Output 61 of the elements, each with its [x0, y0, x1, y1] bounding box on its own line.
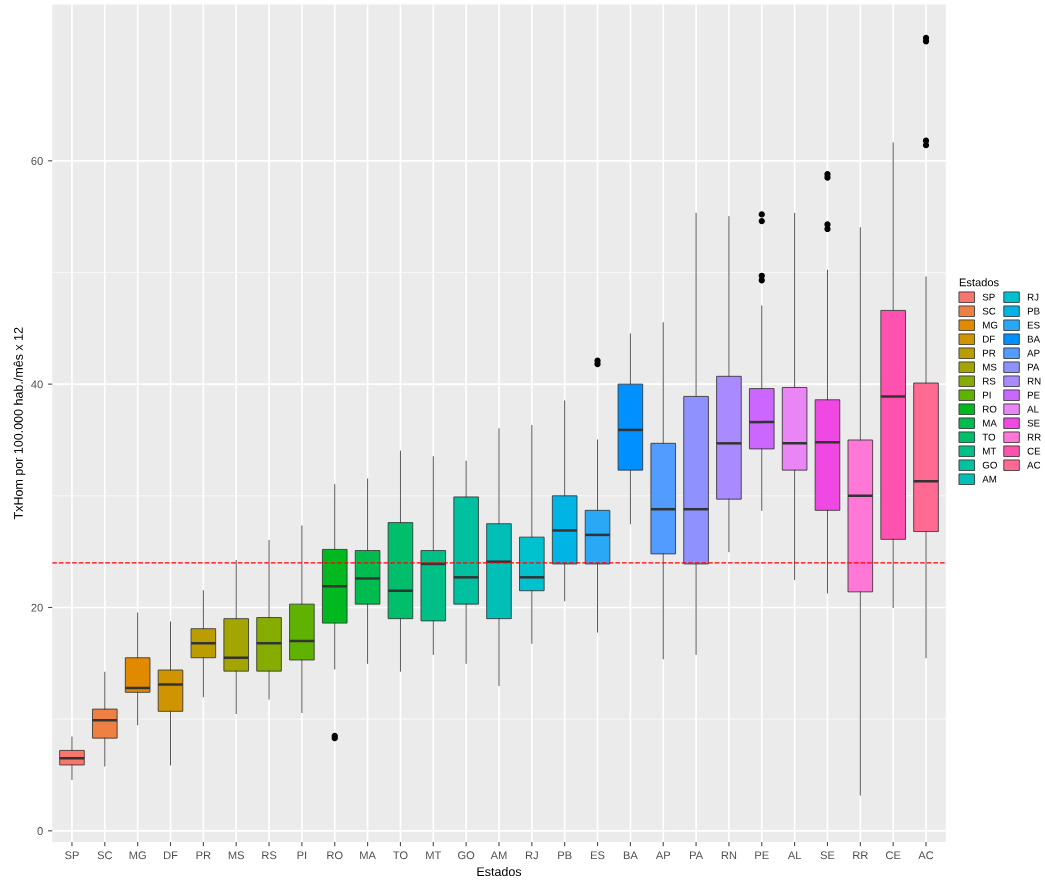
- legend-label: RJ: [1027, 293, 1039, 301]
- legend-label: PR: [983, 349, 996, 357]
- x-tick-label: BA: [623, 851, 638, 860]
- x-tick-label: AM: [490, 851, 507, 860]
- legend-label: TO: [982, 433, 996, 441]
- legend-label: MT: [983, 447, 997, 455]
- legend-label: ES: [1027, 321, 1040, 329]
- x-axis-title: Estados: [477, 866, 522, 877]
- legend-label: RR: [1027, 433, 1041, 441]
- legend-label: DF: [983, 335, 995, 343]
- x-tick-label: AP: [655, 851, 671, 860]
- legend-label: CE: [1027, 447, 1041, 455]
- x-tick-label: RR: [853, 851, 868, 860]
- legend-label: AL: [1027, 405, 1039, 413]
- legend-label: PB: [1027, 307, 1040, 315]
- legend-label: GO: [982, 461, 997, 469]
- legend-label: RN: [1027, 377, 1041, 385]
- legend-label: MA: [983, 419, 997, 427]
- x-tick-label: MA: [360, 851, 376, 860]
- legend-label: RO: [983, 405, 997, 413]
- x-tick-label: MG: [129, 851, 146, 860]
- x-tick-label: SP: [65, 851, 79, 860]
- legend-title: Estados: [959, 278, 999, 287]
- x-tick-label: AL: [787, 851, 802, 860]
- x-tick-label: DF: [164, 851, 178, 860]
- x-tick-label: AC: [918, 851, 934, 860]
- legend-label: MG: [983, 321, 998, 329]
- x-tick-label: RN: [721, 851, 737, 860]
- x-tick-label: RS: [262, 851, 277, 860]
- legend-label: RS: [983, 377, 996, 385]
- legend-label: PA: [1027, 363, 1040, 371]
- x-tick-label: MS: [228, 851, 245, 860]
- legend-label: SE: [1027, 419, 1040, 427]
- x-tick-label: MT: [426, 851, 442, 860]
- legend-label: AP: [1027, 349, 1040, 357]
- y-tick-label: 20: [31, 603, 43, 612]
- y-tick-label: 40: [31, 380, 43, 389]
- x-tick-label: CE: [886, 851, 901, 860]
- legend-label: MS: [983, 363, 997, 371]
- x-tick-label: SC: [97, 851, 113, 860]
- x-tick-label: PI: [297, 851, 307, 860]
- legend-label: AM: [982, 475, 997, 483]
- legend-label: AC: [1027, 461, 1041, 469]
- x-tick-label: GO: [458, 851, 475, 860]
- legend-label: PE: [1027, 391, 1040, 399]
- x-tick-label: ES: [591, 851, 605, 860]
- legend-label: PI: [983, 391, 991, 399]
- x-tick-label: PR: [196, 851, 211, 860]
- x-tick-label: RO: [327, 851, 343, 860]
- legend-label: SC: [982, 307, 996, 315]
- y-axis-title: TxHom por 100.000 hab./mês x 12: [13, 327, 26, 520]
- legend-label: BA: [1027, 335, 1041, 343]
- x-tick-label: PE: [755, 851, 769, 860]
- y-tick-label: 60: [31, 157, 43, 165]
- x-tick-label: PB: [558, 851, 572, 860]
- x-tick-label: SE: [820, 851, 835, 860]
- legend-label: SP: [982, 293, 995, 301]
- x-tick-label: PA: [689, 851, 704, 860]
- x-tick-label: RJ: [525, 851, 538, 860]
- x-tick-label: TO: [393, 851, 408, 860]
- y-tick-label: 0: [37, 827, 43, 835]
